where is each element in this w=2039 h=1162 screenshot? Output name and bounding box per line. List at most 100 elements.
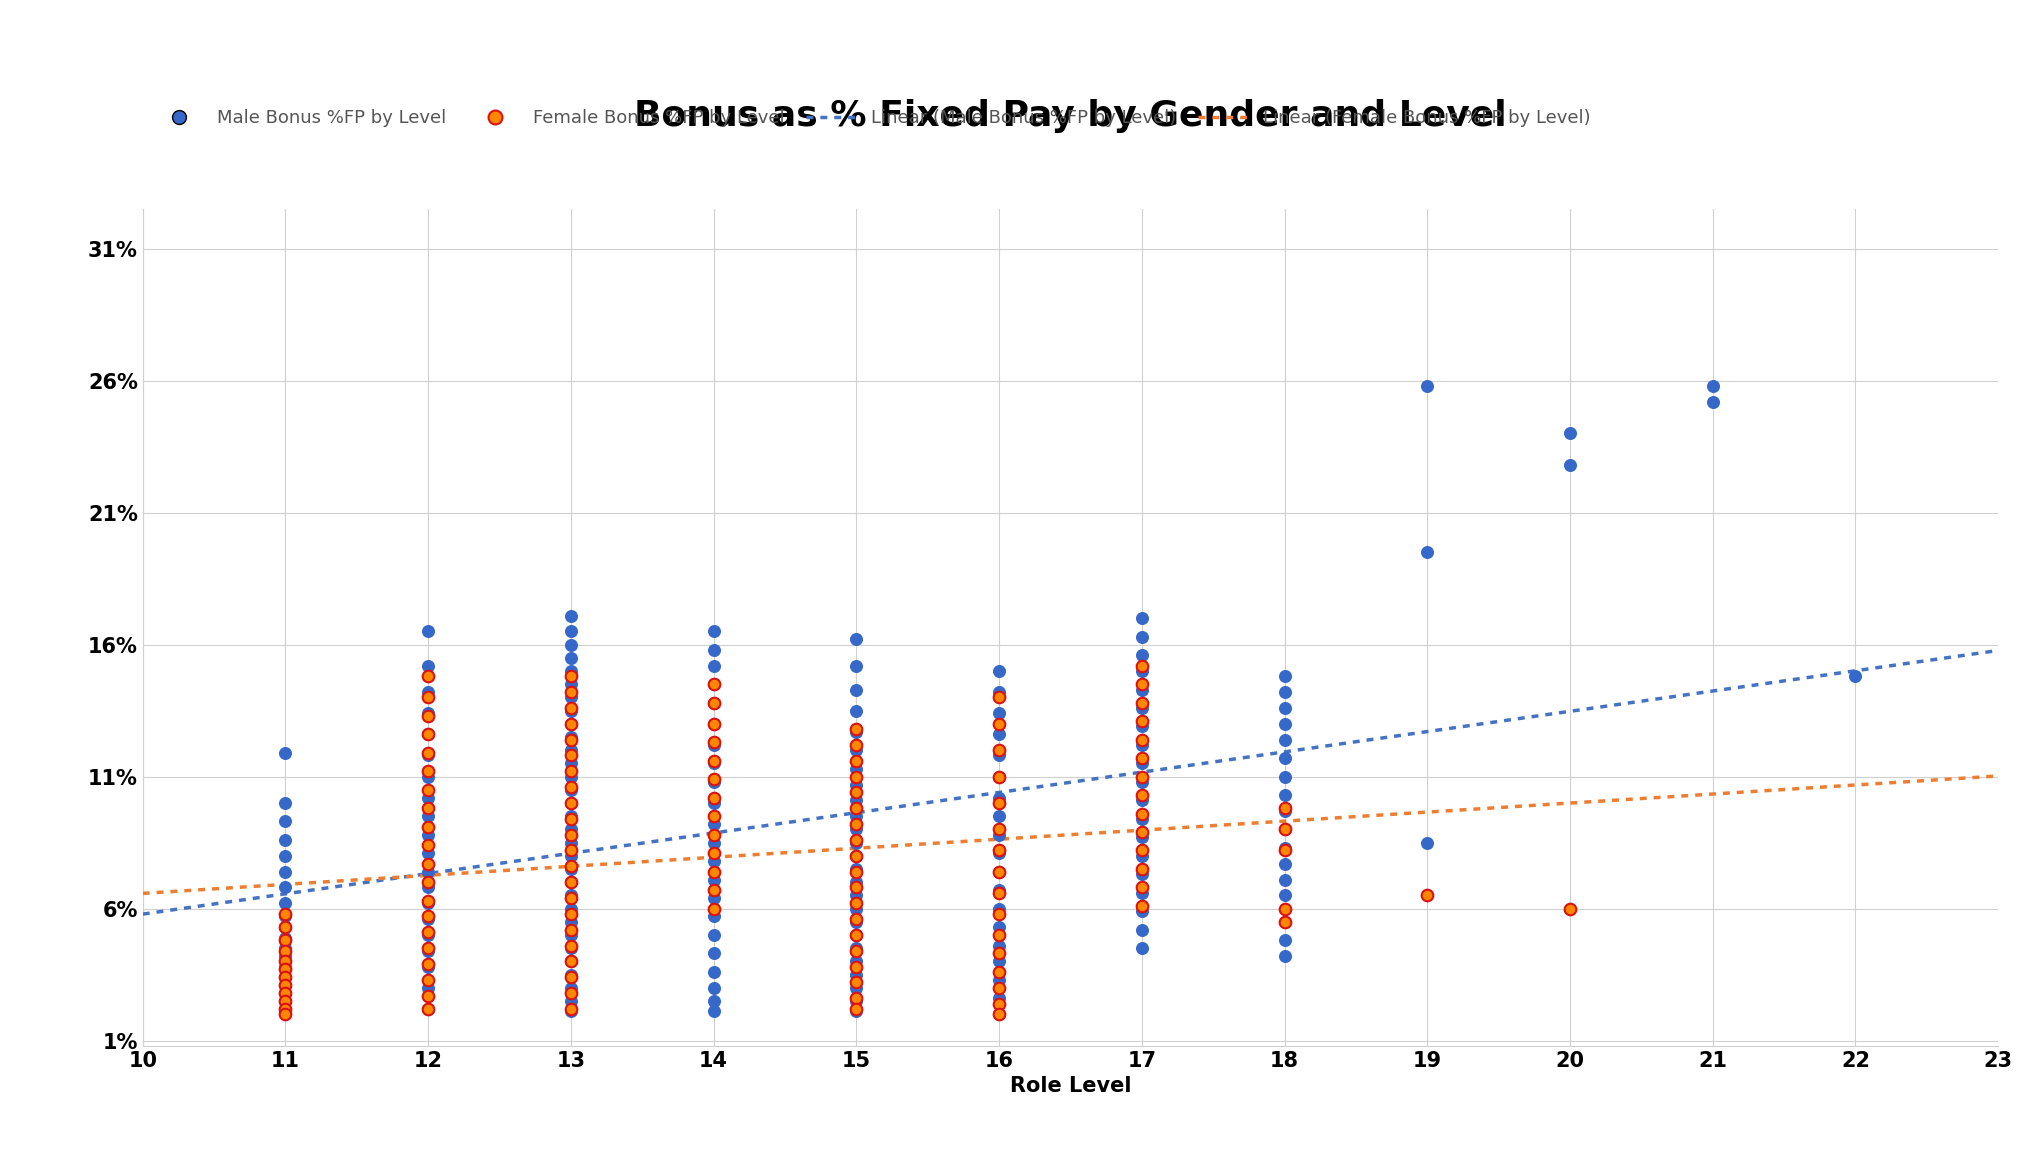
Point bbox=[697, 794, 730, 812]
Point bbox=[412, 891, 445, 910]
Point bbox=[697, 926, 730, 945]
Point bbox=[269, 984, 302, 1003]
Point bbox=[983, 806, 1015, 825]
Point bbox=[840, 966, 873, 984]
Point bbox=[555, 781, 587, 799]
Point bbox=[1411, 887, 1444, 905]
Point bbox=[1126, 939, 1158, 957]
Point bbox=[1126, 609, 1158, 627]
Point bbox=[1268, 767, 1301, 786]
Point bbox=[1126, 712, 1158, 731]
Point bbox=[1126, 657, 1158, 675]
Point bbox=[412, 806, 445, 825]
Point bbox=[555, 715, 587, 733]
Point bbox=[840, 723, 873, 741]
Point bbox=[697, 833, 730, 852]
Point bbox=[269, 999, 302, 1018]
Point bbox=[840, 736, 873, 754]
Point bbox=[983, 970, 1015, 989]
Point bbox=[269, 991, 302, 1010]
Point bbox=[555, 794, 587, 812]
Point bbox=[412, 688, 445, 706]
Point bbox=[412, 941, 445, 960]
Point bbox=[1268, 786, 1301, 804]
Point bbox=[555, 806, 587, 825]
Point bbox=[1126, 675, 1158, 694]
Point bbox=[555, 887, 587, 905]
Point bbox=[840, 846, 873, 865]
Point bbox=[555, 920, 587, 939]
Point bbox=[697, 694, 730, 712]
Point bbox=[555, 912, 587, 931]
Point bbox=[412, 657, 445, 675]
Point bbox=[555, 825, 587, 844]
Point bbox=[555, 607, 587, 625]
Point bbox=[269, 918, 302, 937]
Point bbox=[840, 783, 873, 802]
Point bbox=[269, 794, 302, 812]
Point bbox=[555, 688, 587, 706]
Point bbox=[1126, 846, 1158, 865]
Point bbox=[1126, 804, 1158, 823]
Point bbox=[269, 846, 302, 865]
Legend: Male Bonus %FP by Level, Female Bonus %FP by Level, Linear (Male Bonus %FP by Le: Male Bonus %FP by Level, Female Bonus %F… bbox=[151, 109, 1590, 128]
Point bbox=[555, 698, 587, 717]
Point bbox=[697, 870, 730, 889]
Point bbox=[269, 984, 302, 1003]
Point bbox=[555, 899, 587, 918]
Point bbox=[983, 862, 1015, 881]
Point bbox=[555, 810, 587, 829]
Point bbox=[1268, 899, 1301, 918]
Point bbox=[269, 957, 302, 976]
Point bbox=[555, 727, 587, 746]
Point bbox=[983, 1005, 1015, 1024]
Point bbox=[840, 767, 873, 786]
Point bbox=[412, 957, 445, 976]
Point bbox=[840, 939, 873, 957]
Point bbox=[697, 945, 730, 963]
Point bbox=[269, 904, 302, 923]
Point bbox=[1696, 376, 1729, 395]
Point bbox=[840, 899, 873, 918]
Point bbox=[1126, 736, 1158, 754]
Point bbox=[412, 844, 445, 862]
Point bbox=[555, 622, 587, 640]
Point bbox=[412, 781, 445, 799]
Point bbox=[412, 862, 445, 881]
Point bbox=[555, 939, 587, 957]
Point bbox=[840, 926, 873, 945]
Point bbox=[555, 683, 587, 702]
Point bbox=[555, 937, 587, 955]
Point bbox=[1126, 748, 1158, 767]
Point bbox=[269, 908, 302, 926]
Point bbox=[983, 788, 1015, 806]
Point bbox=[412, 854, 445, 873]
Point bbox=[983, 862, 1015, 881]
Point bbox=[555, 873, 587, 891]
Point bbox=[412, 910, 445, 928]
Point bbox=[983, 945, 1015, 963]
Point bbox=[1126, 878, 1158, 897]
Point bbox=[983, 725, 1015, 744]
Point bbox=[1126, 646, 1158, 665]
Point bbox=[412, 704, 445, 723]
Point bbox=[412, 908, 445, 926]
Point bbox=[697, 991, 730, 1010]
Point bbox=[555, 999, 587, 1018]
Point bbox=[269, 941, 302, 960]
Point bbox=[1696, 393, 1729, 411]
Point bbox=[697, 815, 730, 833]
Point bbox=[840, 860, 873, 878]
Point bbox=[269, 831, 302, 849]
Point bbox=[555, 846, 587, 865]
Point bbox=[269, 928, 302, 947]
Point bbox=[983, 688, 1015, 706]
Point bbox=[555, 841, 587, 860]
Point bbox=[555, 926, 587, 945]
Point bbox=[983, 661, 1015, 680]
Point bbox=[1268, 683, 1301, 702]
Point bbox=[1268, 912, 1301, 931]
Point bbox=[697, 908, 730, 926]
Point bbox=[555, 648, 587, 667]
Point bbox=[1411, 543, 1444, 561]
